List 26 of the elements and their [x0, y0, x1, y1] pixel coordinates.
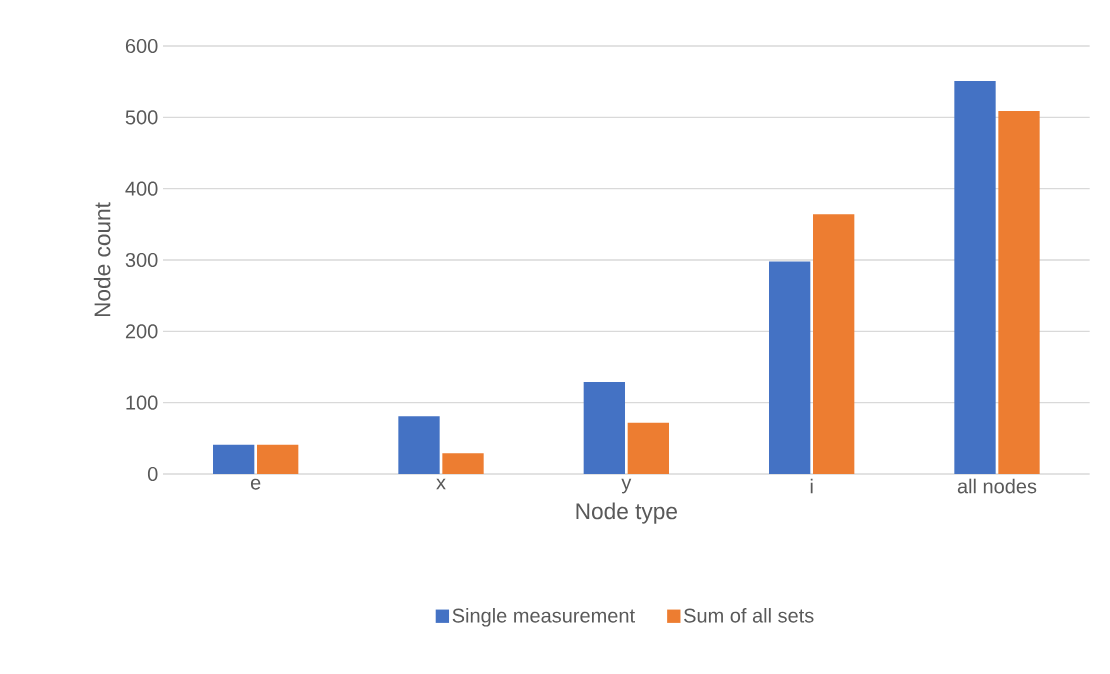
x-axis-title: Node type [576, 502, 677, 524]
x-tick-label: e [250, 478, 261, 490]
x-tick-label: y [621, 478, 632, 494]
y-tick-label: 300 [125, 252, 158, 268]
y-tick-label: 500 [125, 110, 158, 125]
x-tick-label: i [810, 478, 813, 494]
y-axis-title: Node count [93, 202, 111, 317]
legend-label: Sum of all sets [684, 607, 814, 623]
y-tick-label: 200 [125, 324, 158, 339]
y-tick-label: 100 [126, 395, 158, 410]
bar [954, 80, 996, 474]
bar [769, 261, 811, 474]
bar [627, 422, 669, 474]
bar [583, 381, 626, 474]
bar [398, 416, 440, 474]
legend-label: Single measurement [452, 607, 635, 627]
bar [998, 110, 1040, 474]
x-tick-label: all nodes [957, 478, 1037, 494]
y-tick-label: 400 [125, 181, 158, 196]
bar [813, 214, 855, 474]
bar [442, 453, 484, 474]
bar [257, 444, 299, 474]
y-tick-label: 600 [125, 38, 158, 54]
x-tick-label: x [436, 478, 446, 490]
bar [213, 444, 255, 474]
y-tick-label: 0 [147, 466, 158, 482]
